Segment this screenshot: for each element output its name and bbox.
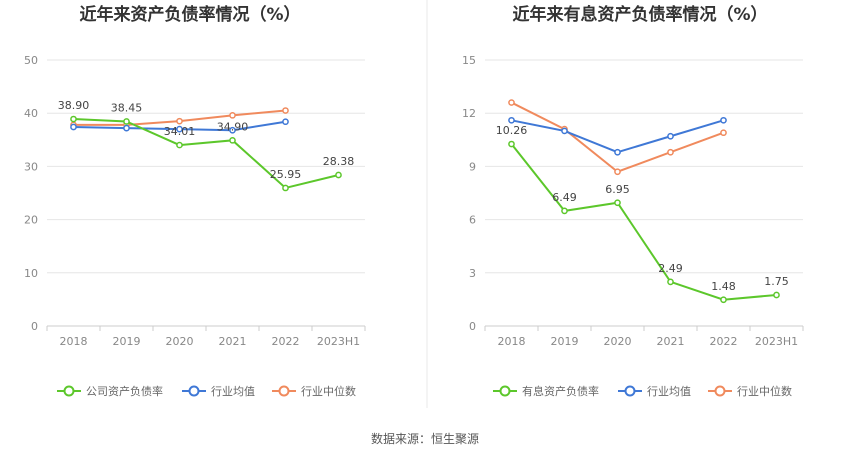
data-point <box>614 199 621 207</box>
y-tick-label: 0 <box>469 320 476 333</box>
chart-title: 近年来有息资产负债率情况（%） <box>512 4 767 25</box>
data-point <box>70 123 77 131</box>
legend-marker-icon <box>63 385 75 397</box>
x-tick-label: 2020 <box>604 335 632 348</box>
legend-label: 行业均值 <box>647 385 691 398</box>
data-point <box>70 115 77 123</box>
data-label: 6.95 <box>605 183 630 196</box>
data-point <box>561 207 568 215</box>
y-tick-label: 50 <box>24 54 38 67</box>
data-point <box>614 148 621 156</box>
data-point <box>282 107 289 114</box>
data-point <box>508 116 515 124</box>
legend-item[interactable]: 行业均值 <box>618 385 691 398</box>
y-tick-label: 20 <box>24 214 38 227</box>
x-tick-label: 2020 <box>166 335 194 348</box>
y-tick-label: 3 <box>469 267 476 280</box>
series-line <box>511 119 724 154</box>
legend-label: 有息资产负债率 <box>522 384 599 398</box>
series-line <box>73 118 339 190</box>
data-point <box>123 124 130 132</box>
x-tick-label: 2022 <box>272 335 300 348</box>
data-label: 2.49 <box>658 262 683 275</box>
data-label: 6.49 <box>552 191 577 204</box>
series-line <box>510 143 777 301</box>
data-point <box>667 148 674 156</box>
data-label: 34.90 <box>217 120 249 133</box>
data-point <box>282 184 289 192</box>
data-point <box>123 118 130 125</box>
x-tick-label: 2021 <box>657 335 685 348</box>
legend-item[interactable]: 公司资产负债率 <box>57 384 163 398</box>
x-tick-label: 2018 <box>498 335 526 348</box>
data-point <box>508 99 515 106</box>
data-point <box>720 296 727 304</box>
legend-item[interactable]: 行业中位数 <box>708 384 792 398</box>
legend-label: 行业中位数 <box>301 384 356 398</box>
legend-marker-icon <box>188 385 200 397</box>
legend-marker-icon <box>499 385 511 397</box>
data-label: 1.75 <box>764 275 789 288</box>
data-source-note: 数据来源：恒生聚源 <box>371 431 479 446</box>
x-tick-label: 2023H1 <box>317 335 360 348</box>
legend-marker-icon <box>278 385 290 397</box>
chart-panel-debt-ratio: 近年来资产负债率情况（%） 0 10 20 30 40 50 2018 2019 2020 2021… <box>24 4 366 398</box>
data-point <box>176 141 183 149</box>
chart-panel-interest-debt-ratio: 近年来有息资产负债率情况（%） 0 3 6 9 12 15 2018 2019 2020 2021 2… <box>462 4 804 398</box>
x-tick-label: 2019 <box>551 335 579 348</box>
y-tick-label: 6 <box>469 214 476 227</box>
data-point <box>561 127 568 135</box>
data-point <box>508 140 515 148</box>
data-point <box>773 291 780 299</box>
data-point <box>720 129 727 137</box>
data-point <box>176 117 183 125</box>
x-tick-label: 2018 <box>60 335 88 348</box>
data-point <box>229 111 236 119</box>
data-label: 34.01 <box>164 125 196 138</box>
data-point <box>614 168 621 176</box>
data-point <box>282 118 289 126</box>
data-point <box>335 171 342 179</box>
data-point <box>667 132 674 140</box>
x-tick-label: 2019 <box>113 335 141 348</box>
legend-label: 行业中位数 <box>737 384 792 398</box>
data-label: 1.48 <box>711 280 736 293</box>
x-tick-label: 2021 <box>219 335 247 348</box>
legend-item[interactable]: 行业均值 <box>182 385 255 398</box>
data-point <box>229 126 236 134</box>
legend-marker-icon <box>624 385 636 397</box>
y-tick-label: 30 <box>24 160 38 173</box>
y-tick-label: 10 <box>24 267 38 280</box>
data-label: 10.26 <box>496 124 528 137</box>
y-tick-label: 12 <box>462 107 476 120</box>
y-tick-label: 0 <box>31 320 38 333</box>
legend-item[interactable]: 行业中位数 <box>272 384 356 398</box>
chart-title: 近年来资产负债率情况（%） <box>79 4 300 25</box>
data-point <box>720 116 727 124</box>
legend-label: 行业均值 <box>211 385 255 398</box>
data-point <box>176 125 183 133</box>
data-label: 28.38 <box>323 155 355 168</box>
legend-marker-icon <box>714 385 726 397</box>
y-tick-label: 40 <box>24 107 38 120</box>
y-tick-label: 15 <box>462 54 476 67</box>
data-label: 38.90 <box>58 99 90 112</box>
data-point <box>229 136 236 144</box>
data-point <box>667 278 674 286</box>
legend-item[interactable]: 有息资产负债率 <box>493 384 599 398</box>
x-tick-label: 2022 <box>710 335 738 348</box>
data-label: 25.95 <box>270 168 302 181</box>
data-label: 38.45 <box>111 101 143 114</box>
legend-label: 公司资产负债率 <box>86 384 163 398</box>
x-tick-label: 2023H1 <box>755 335 798 348</box>
y-tick-label: 9 <box>469 160 476 173</box>
